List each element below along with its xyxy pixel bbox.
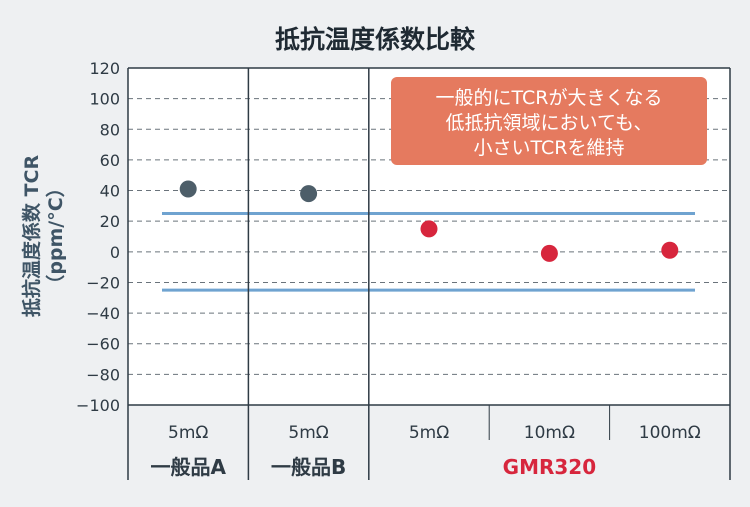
y-axis-label-line: （ppm/°C） <box>44 178 67 293</box>
category-label: 10mΩ <box>524 423 575 443</box>
y-tick-label: −100 <box>76 396 120 415</box>
group-label: 一般品B <box>271 455 346 479</box>
data-point <box>300 185 318 203</box>
group-label: GMR320 <box>503 455 596 479</box>
category-label: 5mΩ <box>288 423 328 443</box>
y-tick-label: 20 <box>100 212 120 231</box>
group-label: 一般品A <box>150 455 226 479</box>
y-tick-label: −20 <box>86 273 120 292</box>
data-point <box>661 241 679 259</box>
category-label: 5mΩ <box>168 423 208 443</box>
y-tick-label: 100 <box>89 90 120 109</box>
annotation-box <box>391 77 707 165</box>
y-tick-label: 120 <box>89 59 120 78</box>
data-point <box>540 244 558 262</box>
y-axis-label-line: 抵抗温度係数 TCR <box>20 155 43 318</box>
y-tick-label: 60 <box>100 151 120 170</box>
annotation-text: 低抵抗領域においても、 <box>446 112 653 134</box>
category-label: 5mΩ <box>409 423 449 443</box>
y-tick-label: −40 <box>86 304 120 323</box>
y-tick-label: 80 <box>100 120 120 139</box>
chart-title: 抵抗温度係数比較 <box>275 25 476 54</box>
annotation-text: 一般的にTCRが大きくなる <box>436 87 663 109</box>
category-label: 100mΩ <box>639 423 701 443</box>
y-tick-label: −60 <box>86 335 120 354</box>
y-tick-label: −80 <box>86 365 120 384</box>
y-tick-label: 40 <box>100 182 120 201</box>
data-point <box>420 220 438 238</box>
y-tick-label: 0 <box>110 243 120 262</box>
annotation-text: 小さいTCRを維持 <box>474 137 625 159</box>
y-axis-label: 抵抗温度係数 TCR （ppm/°C） <box>20 155 67 318</box>
data-point <box>179 180 197 198</box>
